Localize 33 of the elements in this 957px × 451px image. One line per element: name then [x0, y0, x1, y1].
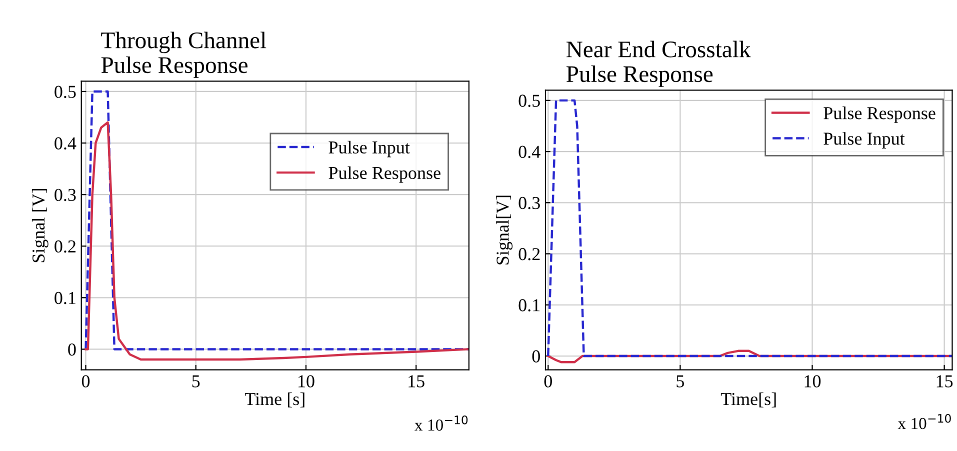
y-tick-label: 0.1 — [518, 299, 540, 312]
y-axis-title: Signal [V] — [32, 188, 48, 262]
y-axis-title: Signal[V] — [496, 196, 513, 264]
legend-label: Pulse Response — [328, 166, 440, 183]
x-tick-label: 10 — [298, 375, 314, 388]
y-tick-label: 0.2 — [54, 240, 76, 253]
y-tick-label: 0.5 — [54, 86, 76, 98]
y-tick-label: 0.4 — [54, 137, 76, 150]
y-tick-label: 0.4 — [518, 146, 540, 158]
y-tick-label: 0.3 — [518, 196, 540, 210]
x-tick-label: 5 — [676, 375, 684, 388]
legend-label: Pulse Input — [328, 140, 410, 158]
y-tick-label: 0.2 — [518, 248, 540, 260]
chart-title: Near End Crosstalk Pulse Response — [566, 40, 751, 87]
x-axis-title: Time [s] — [244, 392, 304, 408]
line-series — [84, 121, 469, 361]
y-tick-label: 0.5 — [518, 94, 540, 107]
x-tick-label: 15 — [936, 375, 953, 388]
x-tick-label: 5 — [192, 375, 200, 388]
x-axis-title: Time[s] — [720, 392, 776, 408]
y-tick-label: 0 — [68, 343, 76, 356]
chart-title: Through Channel Pulse Response — [101, 32, 266, 78]
y-tick-label: 0.1 — [54, 292, 76, 304]
x-tick-label: 0 — [82, 375, 90, 388]
y-tick-label: 0.3 — [54, 188, 76, 202]
text: x 10$^{−10}$ — [898, 414, 951, 430]
text: x 10$^{−10}$ — [414, 416, 468, 431]
legend-label: Pulse Input — [824, 132, 905, 148]
x-tick-label: 0 — [544, 375, 552, 388]
y-tick-label: 0 — [532, 350, 540, 362]
legend-label: Pulse Response — [824, 106, 936, 123]
x-tick-label: 10 — [804, 375, 821, 388]
x-tick-label: 15 — [408, 375, 424, 388]
